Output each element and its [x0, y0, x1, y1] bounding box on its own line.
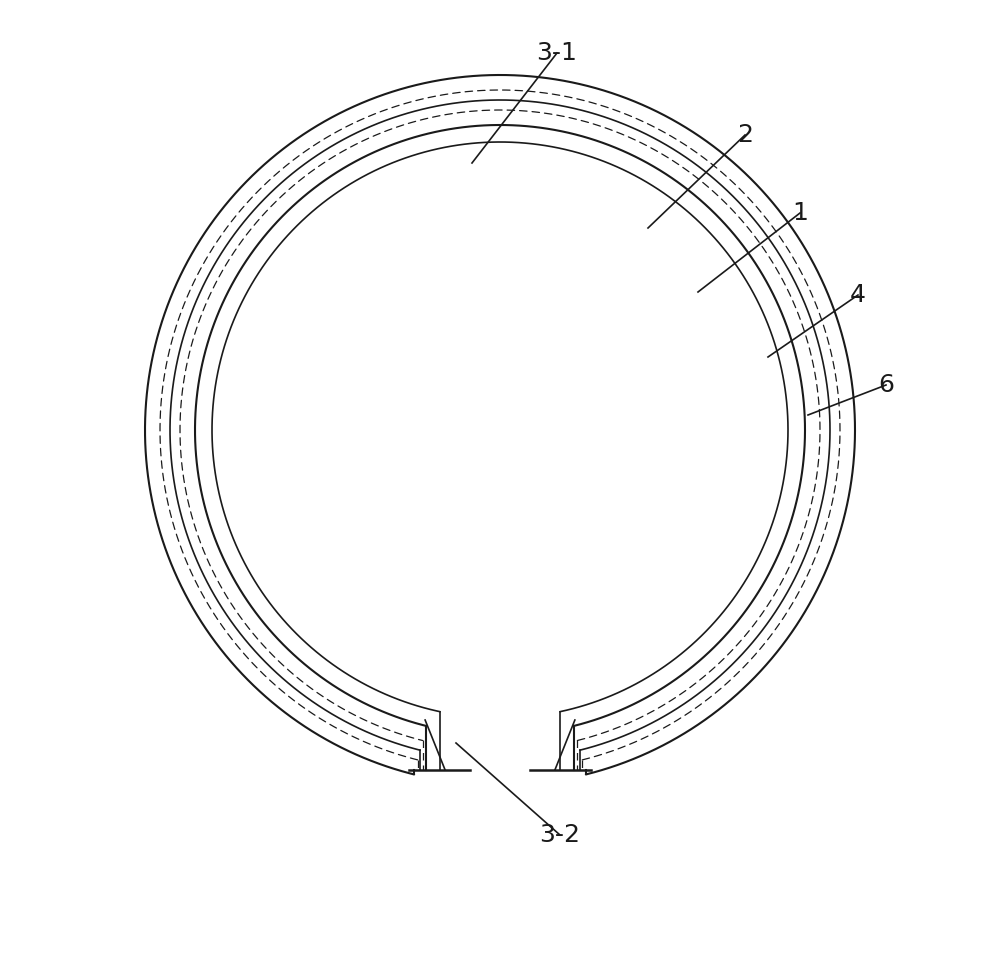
Text: 4: 4	[850, 283, 866, 307]
Text: 1: 1	[792, 201, 808, 225]
Text: 3-2: 3-2	[540, 823, 580, 847]
Text: 2: 2	[737, 123, 753, 147]
Text: 6: 6	[878, 373, 894, 397]
Text: 3-1: 3-1	[537, 41, 577, 65]
